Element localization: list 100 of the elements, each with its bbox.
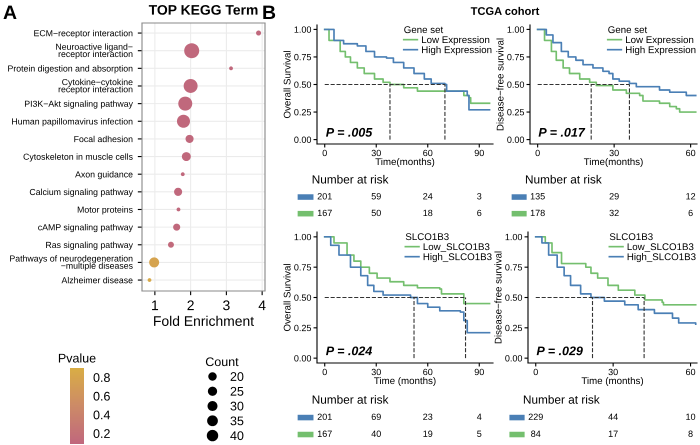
text: 229 bbox=[528, 414, 543, 420]
y-tick-label: 0.75 bbox=[505, 264, 522, 271]
y-tick-label: 0.25 bbox=[505, 324, 522, 332]
text: 201 bbox=[318, 193, 332, 200]
text: 178 bbox=[530, 210, 545, 216]
y-axis-title: Overall Survival bbox=[283, 264, 291, 332]
legend-label: High Expression bbox=[422, 46, 492, 56]
y-tick-label: 1.00 bbox=[294, 234, 312, 240]
y-tick-label: Pathways of neurodegeneration −multiple diseases bbox=[10, 255, 133, 271]
y-tick-label: 0.25 bbox=[294, 324, 312, 332]
text: 29 bbox=[610, 193, 619, 200]
y-tick-label: 0.00 bbox=[507, 136, 524, 143]
x-axis-title: Fold Enrichment bbox=[154, 316, 254, 326]
text: 59 bbox=[372, 193, 381, 200]
text: 32 bbox=[609, 210, 619, 216]
color-bar-title: Pvalue bbox=[58, 353, 96, 363]
annotation: P = .005 bbox=[326, 128, 372, 137]
legend-label: High_SLCO1B3 bbox=[628, 253, 696, 262]
y-tick-label: 1.00 bbox=[294, 26, 312, 33]
text: Number at risk bbox=[526, 174, 602, 184]
x-tick-label: 30 bbox=[608, 368, 618, 376]
y-tick-label: PI3K−Akt signaling pathway bbox=[24, 100, 133, 109]
x-tick-label: 60 bbox=[686, 368, 696, 376]
point bbox=[186, 134, 194, 143]
x-tick-label: 1 bbox=[152, 300, 158, 310]
text: 135 bbox=[530, 193, 545, 200]
text: 44 bbox=[608, 414, 618, 420]
annotation: P = .029 bbox=[536, 346, 583, 356]
text: 6 bbox=[688, 210, 693, 216]
text: 12 bbox=[686, 193, 696, 200]
legend-title: Gene set bbox=[608, 26, 648, 34]
x-tick-label: 3 bbox=[223, 300, 230, 310]
y-tick-label: 0.50 bbox=[505, 294, 522, 301]
legend-label: 25 bbox=[230, 386, 244, 396]
x-tick-label: 0 bbox=[535, 150, 540, 156]
legend-label: Low_SLCO1B3 bbox=[424, 243, 490, 252]
y-tick-label: Protein digestion and absorption bbox=[8, 65, 132, 74]
y-tick-label: 0.50 bbox=[507, 81, 524, 88]
text: 167 bbox=[318, 210, 332, 216]
x-axis-title: Time(months) bbox=[375, 158, 434, 168]
chart-title: TCGA cohort bbox=[470, 6, 540, 15]
y-tick-label: 0.75 bbox=[507, 54, 524, 60]
legend-label: Low Expression bbox=[626, 36, 694, 46]
x-tick-label: 60 bbox=[423, 368, 432, 376]
y-tick-label: Cytoskeleton in muscle cells bbox=[24, 153, 133, 162]
text: 4 bbox=[476, 414, 482, 420]
y-tick-label: 0.00 bbox=[505, 355, 522, 362]
text: B bbox=[263, 6, 276, 20]
text: 201 bbox=[318, 414, 332, 420]
y-tick-label: Ras signaling pathway bbox=[46, 242, 133, 250]
y-tick-label: Alzheimer disease bbox=[62, 276, 133, 284]
color-bar-label: 0.2 bbox=[94, 429, 110, 438]
text: 84 bbox=[531, 430, 540, 437]
x-tick-label: 2 bbox=[187, 300, 194, 310]
text: 23 bbox=[423, 414, 432, 420]
x-tick-label: 0 bbox=[322, 368, 327, 376]
y-tick-label: 0.75 bbox=[294, 264, 312, 271]
y-tick-label: Focal adhesion bbox=[74, 136, 132, 142]
chart-title: TOP KEGG Term bbox=[148, 4, 258, 15]
legend-title: SLCO1B3 bbox=[610, 233, 653, 240]
y-tick-label: cAMP signaling pathway bbox=[38, 224, 133, 232]
legend-label: 20 bbox=[230, 372, 244, 381]
legend-label: 40 bbox=[230, 431, 244, 440]
x-axis-title: Time (months) bbox=[374, 376, 436, 386]
point bbox=[173, 224, 180, 231]
y-tick-label: 1.00 bbox=[506, 234, 522, 240]
text: 50 bbox=[372, 210, 381, 216]
y-tick-label: Cytokine−cytokine receptor interaction bbox=[58, 78, 133, 94]
y-axis-title: Disease−free survival bbox=[494, 252, 502, 344]
x-tick-label: 4 bbox=[258, 300, 266, 310]
text: 17 bbox=[608, 430, 618, 437]
annotation: P = .024 bbox=[326, 346, 372, 356]
text: 24 bbox=[423, 193, 433, 200]
y-tick-label: Motor proteins bbox=[78, 206, 133, 214]
text: 167 bbox=[318, 430, 332, 437]
y-tick-label: Axon guidance bbox=[75, 171, 133, 180]
y-tick-label: 1.00 bbox=[508, 26, 524, 33]
text: 8 bbox=[688, 430, 693, 437]
y-tick-label: 0.75 bbox=[294, 54, 312, 60]
text: 18 bbox=[423, 210, 432, 216]
y-tick-label: 0.50 bbox=[294, 294, 312, 301]
text: 3 bbox=[477, 193, 482, 200]
legend-title: Gene set bbox=[404, 26, 444, 34]
x-axis-title: Time (months) bbox=[582, 376, 644, 386]
text: 5 bbox=[477, 430, 482, 437]
text: 40 bbox=[371, 430, 381, 437]
color-bar-label: 0.8 bbox=[94, 373, 110, 382]
x-tick-label: 60 bbox=[423, 150, 432, 156]
y-axis-title: Disease−free survival bbox=[496, 38, 504, 130]
text: Number at risk bbox=[312, 174, 388, 184]
y-tick-label: 0.00 bbox=[294, 136, 312, 143]
text: 6 bbox=[477, 210, 482, 216]
x-tick-label: 60 bbox=[686, 150, 696, 156]
text: A bbox=[3, 6, 17, 20]
annotation: P = .017 bbox=[538, 128, 586, 137]
legend-label: 30 bbox=[230, 402, 244, 411]
x-tick-label: 90 bbox=[474, 368, 484, 376]
x-tick-label: 30 bbox=[372, 150, 381, 156]
text: 19 bbox=[423, 430, 432, 437]
y-tick-label: 0.25 bbox=[294, 109, 312, 116]
